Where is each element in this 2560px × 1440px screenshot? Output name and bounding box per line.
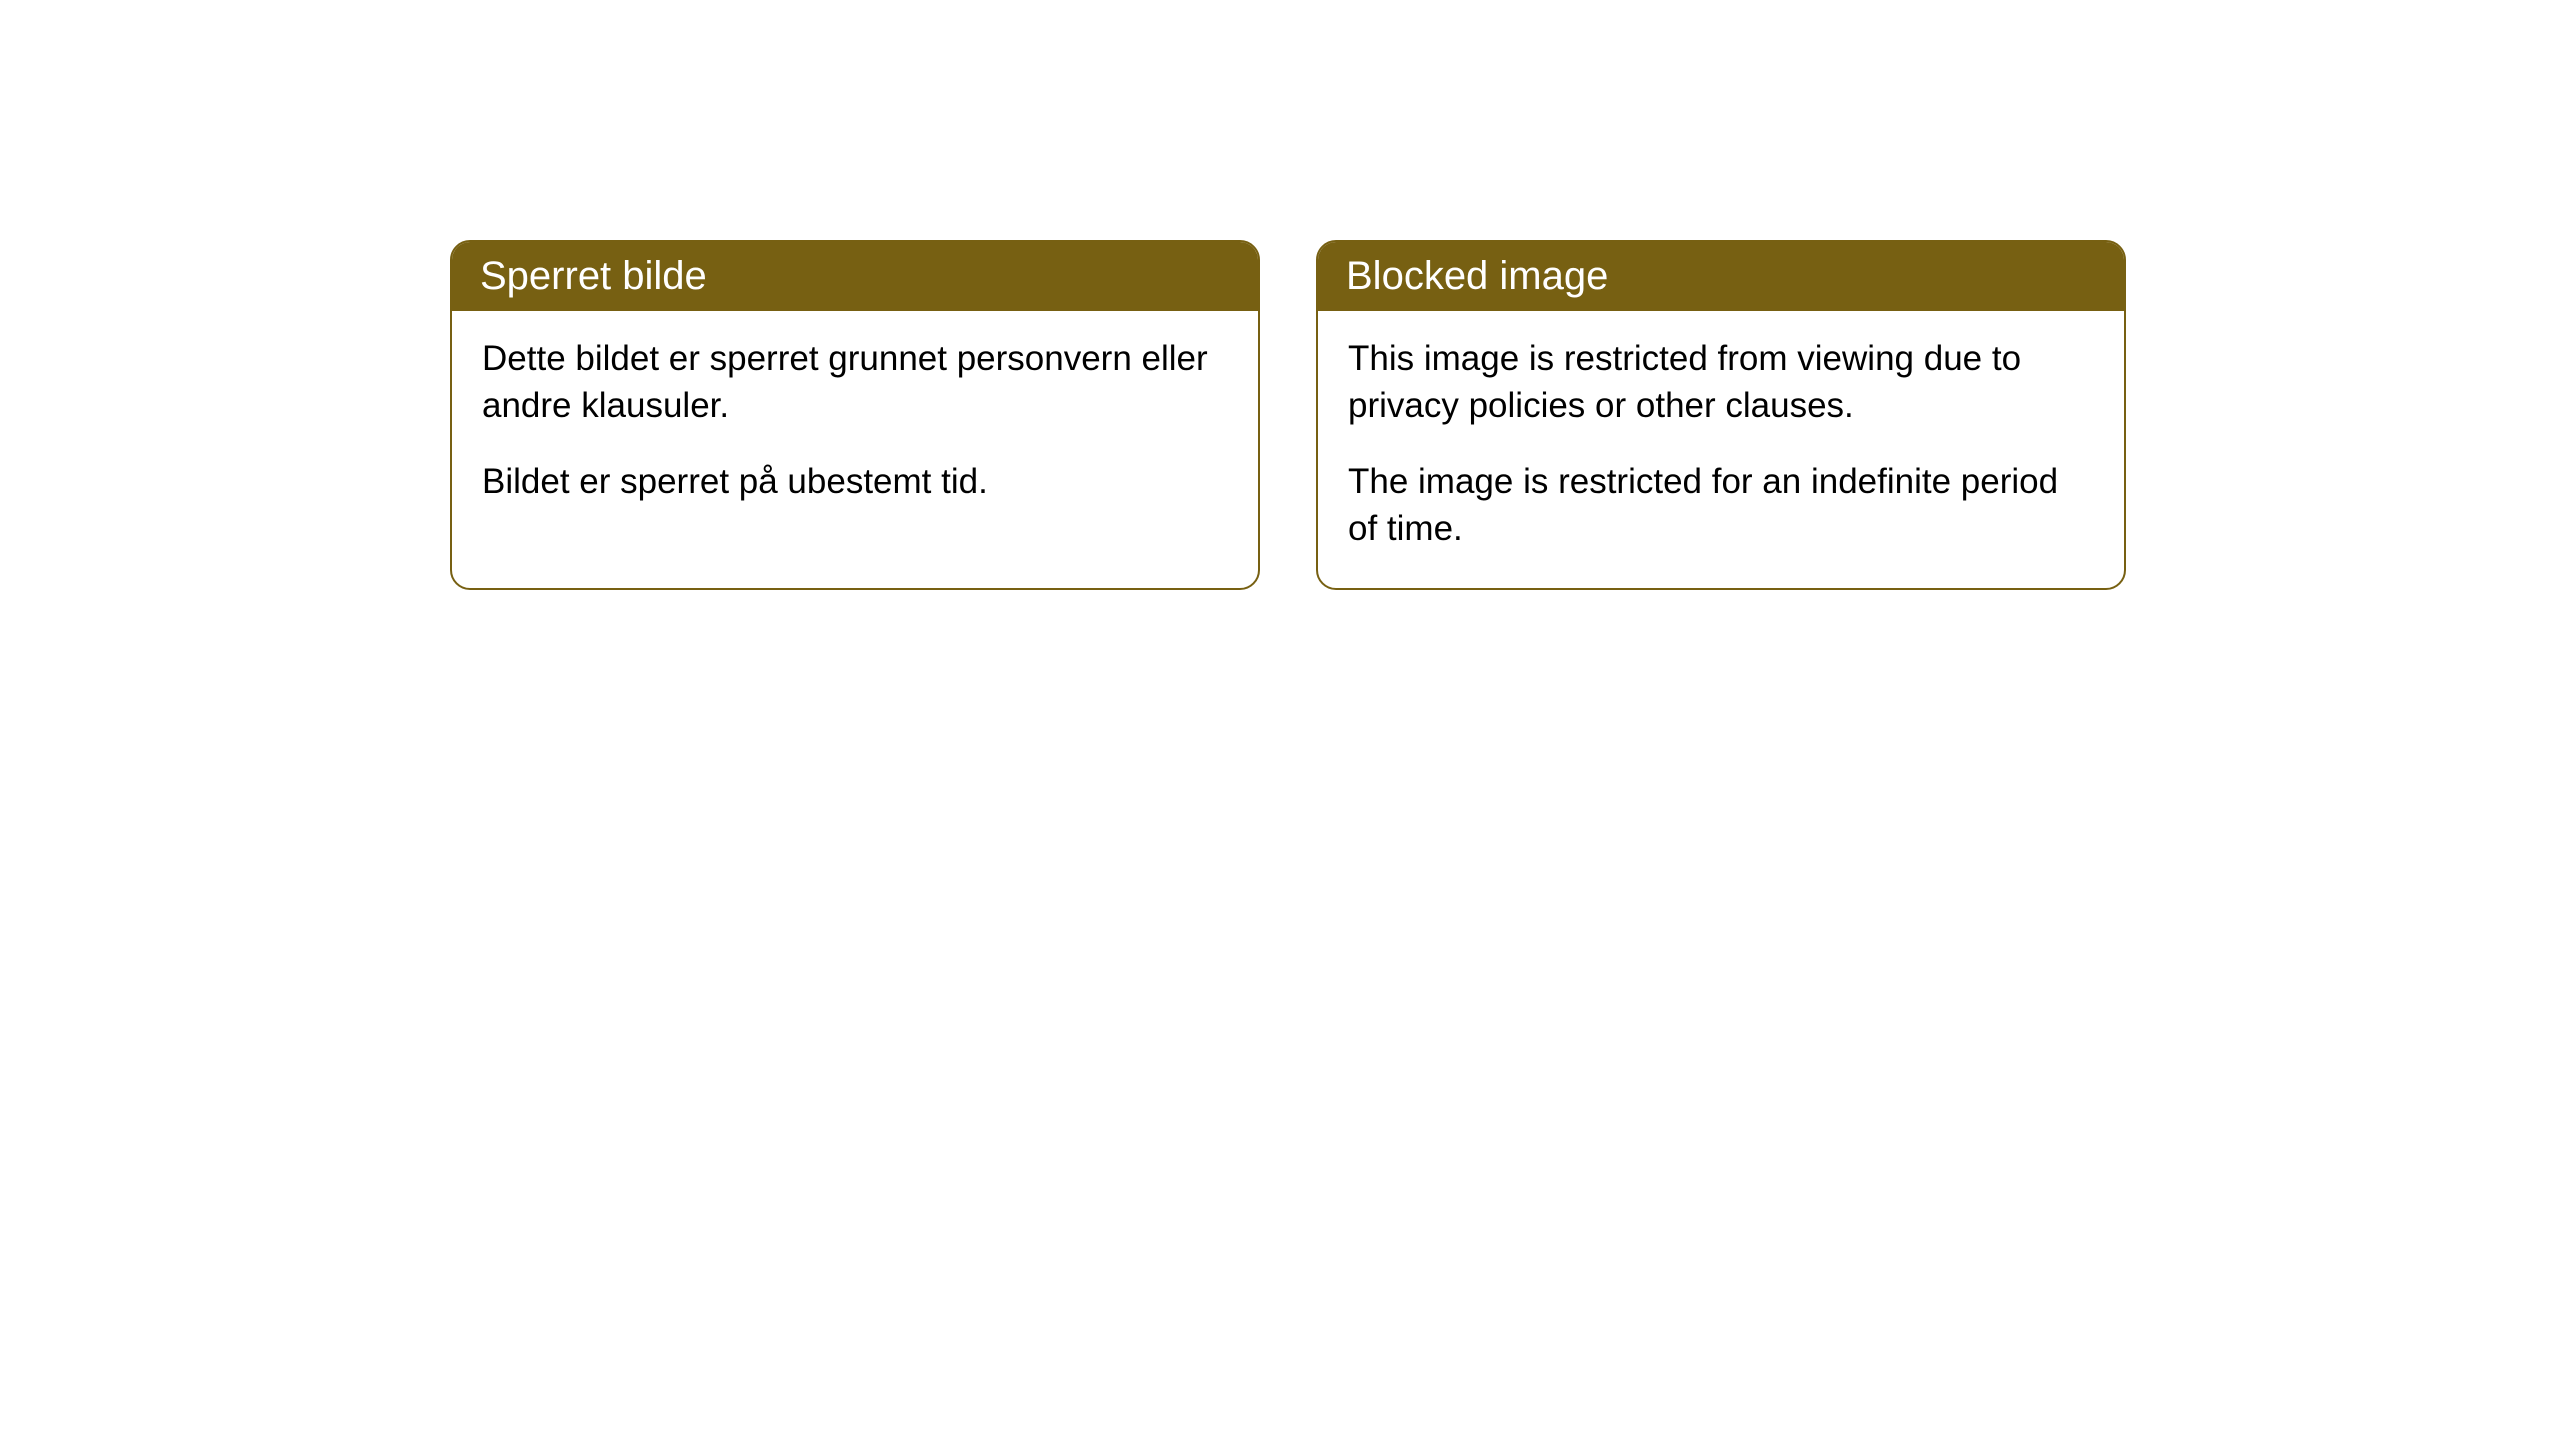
- card-paragraph-2: The image is restricted for an indefinit…: [1348, 458, 2094, 553]
- card-title: Blocked image: [1346, 254, 1608, 298]
- card-title: Sperret bilde: [480, 254, 707, 298]
- card-paragraph-1: Dette bildet er sperret grunnet personve…: [482, 335, 1228, 430]
- card-body: This image is restricted from viewing du…: [1318, 311, 2124, 588]
- blocked-image-card-en: Blocked image This image is restricted f…: [1316, 240, 2126, 590]
- card-paragraph-2: Bildet er sperret på ubestemt tid.: [482, 458, 1228, 505]
- card-body: Dette bildet er sperret grunnet personve…: [452, 311, 1258, 541]
- card-paragraph-1: This image is restricted from viewing du…: [1348, 335, 2094, 430]
- notice-cards-container: Sperret bilde Dette bildet er sperret gr…: [0, 0, 2560, 590]
- blocked-image-card-no: Sperret bilde Dette bildet er sperret gr…: [450, 240, 1260, 590]
- card-header: Sperret bilde: [452, 242, 1258, 311]
- card-header: Blocked image: [1318, 242, 2124, 311]
